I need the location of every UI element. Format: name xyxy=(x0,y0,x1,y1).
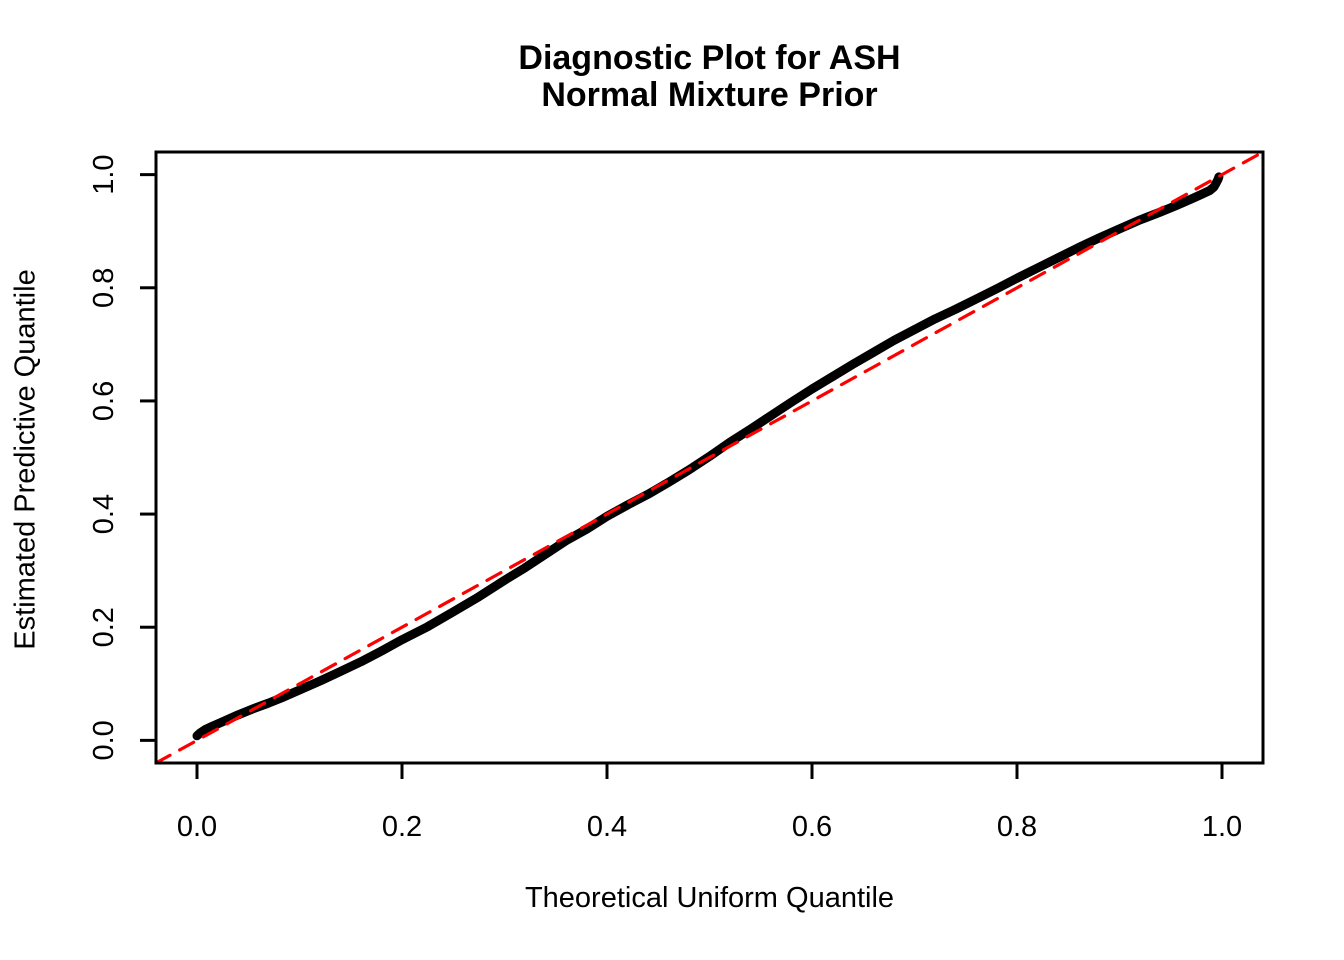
x-tick-label: 0.6 xyxy=(792,811,832,843)
chart-title-line-2: Normal Mixture Prior xyxy=(541,76,878,114)
y-tick-label: 1.0 xyxy=(88,154,120,194)
x-tick-label: 0.0 xyxy=(177,811,217,843)
y-tick-label: 0.8 xyxy=(88,268,120,308)
x-tick-label: 1.0 xyxy=(1202,811,1242,843)
x-axis-label: Theoretical Uniform Quantile xyxy=(524,882,895,914)
plot-border xyxy=(154,150,1265,765)
x-tick-label: 0.4 xyxy=(587,811,627,843)
x-tick-label: 0.8 xyxy=(997,811,1037,843)
series-group xyxy=(156,152,1263,763)
y-tick-label: 0.6 xyxy=(88,381,120,421)
y-tick-label: 0.0 xyxy=(88,720,120,760)
x-tick-label: 0.2 xyxy=(382,811,422,843)
y-tick-label: 0.2 xyxy=(88,607,120,647)
chart-title: Diagnostic Plot for ASH Normal Mixture P… xyxy=(156,40,1263,114)
y-axis-label: Estimated Predictive Quantile xyxy=(9,269,42,650)
reference-identity-line xyxy=(156,152,1263,763)
chart-title-line-1: Diagnostic Plot for ASH xyxy=(518,39,901,77)
y-tick-label: 0.4 xyxy=(88,494,120,534)
